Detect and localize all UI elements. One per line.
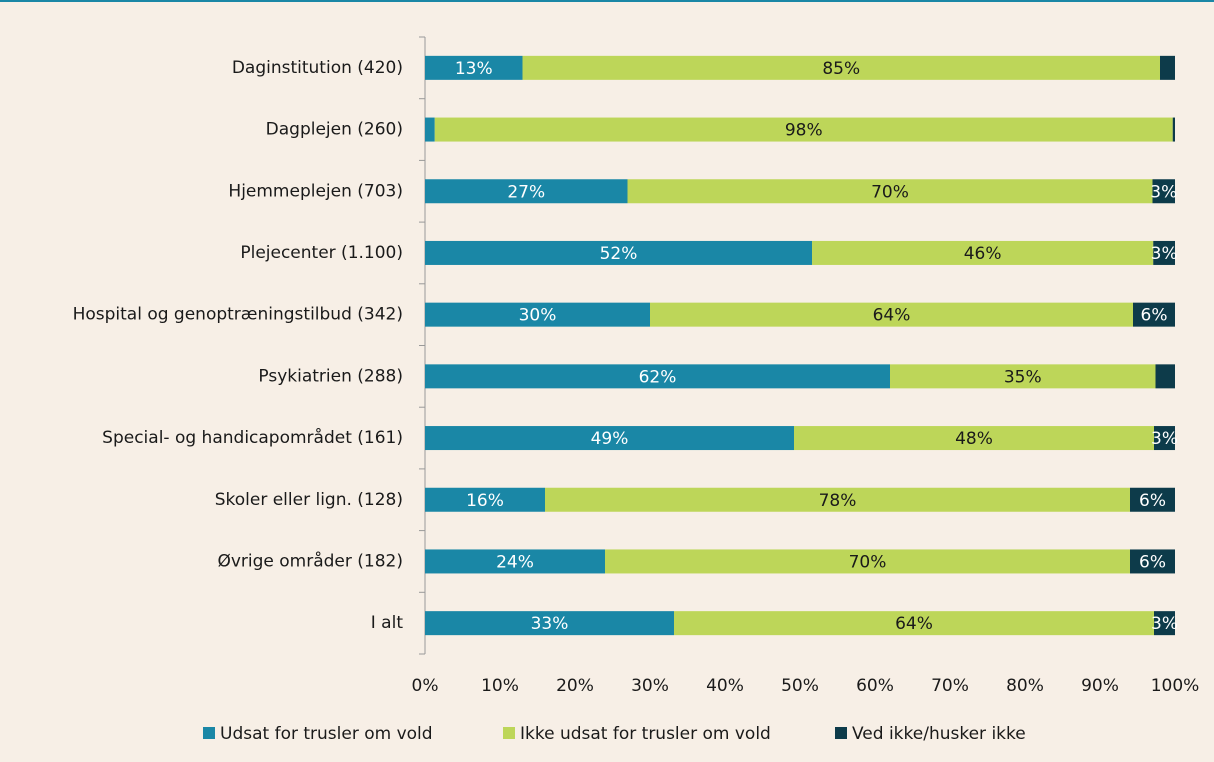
data-label: 16% (466, 491, 504, 511)
x-tick-label: 20% (556, 676, 594, 696)
data-label: 13% (455, 59, 493, 79)
data-label: 64% (873, 306, 911, 326)
bar-segment (425, 240, 812, 265)
bar-segment (1130, 549, 1175, 574)
bar-segment (425, 179, 628, 204)
bar-segment (425, 117, 435, 142)
x-tick-label: 100% (1151, 676, 1200, 696)
data-label: 3% (1150, 182, 1177, 202)
bar-segment (425, 55, 523, 80)
data-label: 49% (591, 429, 629, 449)
category-label: I alt (371, 613, 404, 633)
bar-segment (425, 302, 650, 327)
category-label: Plejecenter (1.100) (240, 243, 403, 263)
data-label: 52% (600, 244, 638, 264)
data-label: 98% (785, 121, 823, 141)
data-label: 3% (1151, 429, 1178, 449)
data-label: 62% (639, 367, 677, 387)
category-label: Daginstitution (420) (232, 58, 403, 78)
category-label: Øvrige områder (182) (217, 550, 403, 571)
bar-segment (890, 364, 1156, 389)
x-tick-label: 60% (856, 676, 894, 696)
bar-segment (425, 549, 605, 574)
bar-segment (1154, 426, 1175, 451)
data-label: 46% (964, 244, 1002, 264)
category-label: Hjemmeplejen (703) (228, 181, 403, 201)
bar-segment (674, 611, 1154, 636)
legend-label: Ved ikke/husker ikke (852, 724, 1026, 744)
data-label: 35% (1004, 367, 1042, 387)
data-label: 27% (507, 182, 545, 202)
x-tick-label: 30% (631, 676, 669, 696)
bar-segment (1160, 55, 1175, 80)
data-label: 6% (1139, 491, 1166, 511)
bar-segment (425, 426, 794, 451)
category-label: Hospital og genoptræningstilbud (342) (73, 305, 403, 325)
category-label: Dagplejen (260) (266, 120, 403, 140)
bar-segment (425, 364, 890, 389)
data-label: 30% (519, 306, 557, 326)
category-label: Skoler eller lign. (128) (215, 490, 403, 510)
x-tick-label: 50% (781, 676, 819, 696)
bar-segment (1153, 240, 1175, 265)
data-label: 48% (955, 429, 993, 449)
x-tick-label: 40% (706, 676, 744, 696)
legend-label: Ikke udsat for trusler om vold (520, 724, 771, 744)
legend-swatch (503, 727, 515, 739)
data-label: 6% (1141, 306, 1168, 326)
bar-segment (1130, 487, 1175, 512)
x-tick-label: 80% (1006, 676, 1044, 696)
data-label: 3% (1151, 614, 1178, 634)
bar-segment (794, 426, 1154, 451)
bar-segment (650, 302, 1133, 327)
legend-swatch (203, 727, 215, 739)
bar-segment (605, 549, 1130, 574)
x-tick-label: 10% (481, 676, 519, 696)
data-label: 6% (1139, 552, 1166, 572)
top-rule (0, 0, 1214, 2)
data-label: 24% (496, 552, 534, 572)
bar-segment (545, 487, 1130, 512)
data-label: 70% (849, 552, 887, 572)
x-tick-label: 0% (412, 676, 439, 696)
bar-segment (1133, 302, 1175, 327)
bar-segment (1155, 364, 1175, 389)
bar-segment (1154, 611, 1175, 636)
bar-segment (425, 487, 545, 512)
legend-swatch (835, 727, 847, 739)
bar-segment (1152, 179, 1175, 204)
x-tick-label: 70% (931, 676, 969, 696)
data-label: 33% (531, 614, 569, 634)
data-label: 3% (1151, 244, 1178, 264)
data-label: 64% (895, 614, 933, 634)
bar-segment (434, 117, 1173, 142)
category-label: Psykiatrien (288) (258, 366, 403, 386)
bar-segment (812, 240, 1154, 265)
category-label: Special- og handicapområdet (161) (102, 427, 403, 448)
data-label: 78% (819, 491, 857, 511)
bar-segment (522, 55, 1160, 80)
bar-segment (627, 179, 1153, 204)
data-label: 85% (822, 59, 860, 79)
x-tick-label: 90% (1081, 676, 1119, 696)
legend-label: Udsat for trusler om vold (220, 724, 433, 744)
bar-segment (425, 611, 674, 636)
bar-segment (1172, 117, 1175, 142)
data-label: 70% (871, 182, 909, 202)
